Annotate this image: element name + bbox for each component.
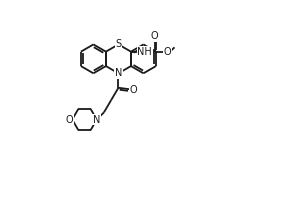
Text: NH: NH: [138, 47, 152, 57]
Text: O: O: [65, 115, 73, 125]
Text: N: N: [93, 115, 100, 125]
Text: O: O: [151, 31, 158, 41]
Text: S: S: [115, 39, 121, 49]
Text: O: O: [164, 47, 171, 57]
Text: N: N: [115, 68, 122, 78]
Text: O: O: [129, 85, 137, 95]
